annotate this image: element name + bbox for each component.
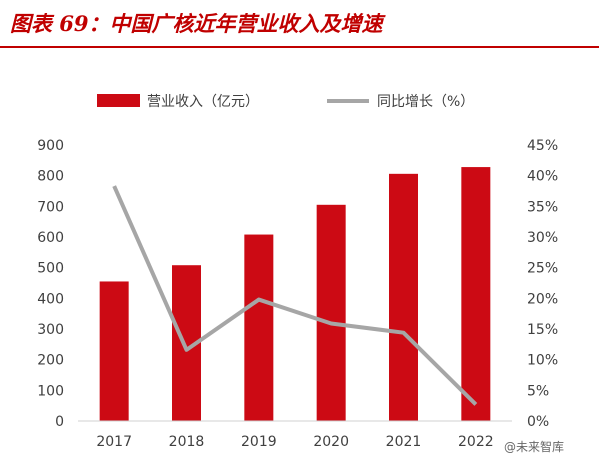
x-tick-label: 2020 <box>313 434 349 450</box>
growth-line <box>112 185 478 406</box>
growth-line-series <box>112 185 478 406</box>
right-tick-label: 45% <box>527 138 558 154</box>
revenue-bar <box>389 173 418 421</box>
revenue-bars <box>99 167 491 421</box>
x-tick-label: 2017 <box>96 434 132 450</box>
title-rule <box>0 46 599 48</box>
right-tick-label: 25% <box>527 261 558 277</box>
left-axis-ticks: 0 100 200 300 400 500 600 700 800 900 <box>37 138 64 430</box>
watermark: @未来智库 <box>504 440 565 454</box>
revenue-bar <box>244 234 274 421</box>
left-tick-label: 300 <box>37 322 64 338</box>
right-tick-label: 5% <box>527 383 549 399</box>
x-tick-label: 2019 <box>241 434 277 450</box>
left-tick-label: 100 <box>37 383 64 399</box>
right-tick-label: 15% <box>527 322 558 338</box>
right-tick-label: 35% <box>527 199 558 215</box>
x-axis-ticks: 2017 2018 2019 2020 2021 2022 <box>96 434 493 450</box>
right-tick-label: 10% <box>527 353 558 369</box>
left-tick-label: 900 <box>37 138 64 154</box>
left-tick-label: 0 <box>55 414 64 430</box>
revenue-bar <box>316 204 346 421</box>
x-tick-label: 2021 <box>386 434 422 450</box>
x-tick-label: 2018 <box>169 434 205 450</box>
right-tick-label: 30% <box>527 230 558 246</box>
right-tick-label: 40% <box>527 169 558 185</box>
left-tick-label: 700 <box>37 199 64 215</box>
revenue-bar <box>99 281 129 421</box>
right-tick-label: 20% <box>527 291 558 307</box>
left-tick-label: 200 <box>37 353 64 369</box>
legend: 营业收入（亿元） 同比增长（%） <box>97 94 474 110</box>
left-tick-label: 500 <box>37 261 64 277</box>
legend-swatch-revenue <box>97 94 140 107</box>
figure-title: 图表 69：中国广核近年营业收入及增速 <box>10 11 383 36</box>
right-axis-ticks: 0% 5% 10% 15% 20% 25% 30% 35% 40% 45% <box>527 138 558 430</box>
legend-label-revenue: 营业收入（亿元） <box>147 94 259 110</box>
revenue-bar <box>461 167 491 421</box>
right-tick-label: 0% <box>527 414 549 430</box>
left-tick-label: 800 <box>37 169 64 185</box>
legend-label-growth: 同比增长（%） <box>377 94 474 110</box>
x-tick-label: 2022 <box>458 434 494 450</box>
left-tick-label: 400 <box>37 291 64 307</box>
left-tick-label: 600 <box>37 230 64 246</box>
